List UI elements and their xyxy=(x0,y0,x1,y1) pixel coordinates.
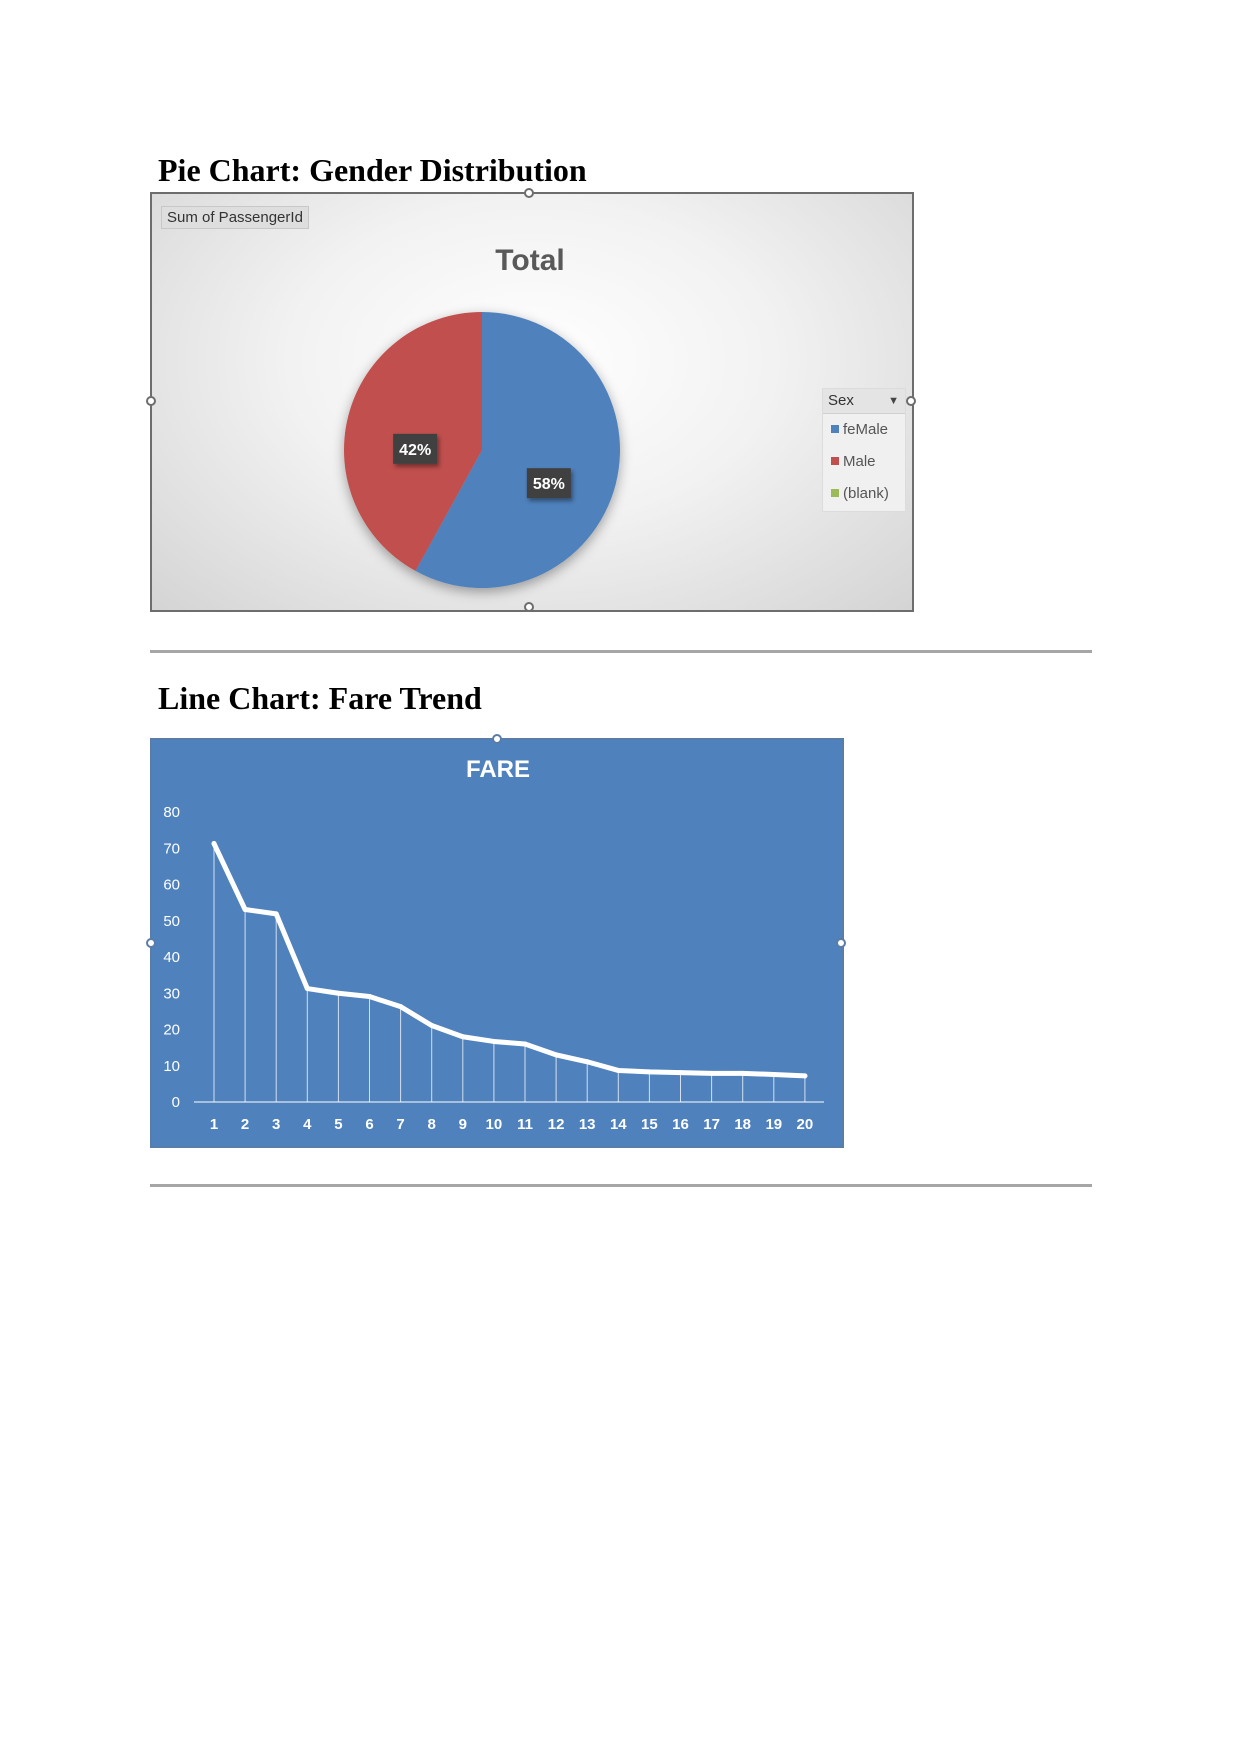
x-tick-label: 13 xyxy=(579,1116,596,1133)
resize-handle-bottom[interactable] xyxy=(524,602,534,612)
data-point xyxy=(522,1041,528,1047)
data-point xyxy=(367,994,372,1000)
x-tick-label: 1 xyxy=(210,1116,218,1133)
x-tick-label: 3 xyxy=(272,1116,280,1133)
x-tick-label: 12 xyxy=(548,1116,565,1133)
data-label-box xyxy=(393,433,438,464)
x-tick-label: 8 xyxy=(428,1116,436,1133)
pie-chart-title: Total xyxy=(495,244,564,277)
data-point xyxy=(740,1070,746,1076)
data-point xyxy=(429,1023,435,1029)
data-point xyxy=(242,907,248,913)
horizontal-rule xyxy=(150,650,1092,653)
resize-handle-top[interactable] xyxy=(524,188,534,198)
data-label-box xyxy=(526,468,571,499)
x-tick-label: 11 xyxy=(517,1116,533,1133)
resize-handle-right[interactable] xyxy=(906,396,916,406)
data-point xyxy=(584,1059,590,1065)
legend-label: feMale xyxy=(843,421,889,438)
data-point xyxy=(211,841,217,847)
data-point xyxy=(709,1070,715,1076)
x-tick-label: 14 xyxy=(610,1116,627,1133)
line-chart-heading: Line Chart: Fare Trend xyxy=(158,680,482,716)
data-label: 58% xyxy=(533,476,565,493)
x-tick-label: 6 xyxy=(365,1116,373,1133)
x-tick-label: 19 xyxy=(765,1116,782,1133)
data-point xyxy=(678,1070,683,1076)
pie-field-button[interactable]: Sum of PassengerId xyxy=(161,206,309,229)
pie-chart-svg: Total 58% 42% xyxy=(344,244,620,588)
legend-item: feMale xyxy=(823,414,905,446)
x-tick-label: 15 xyxy=(641,1116,658,1133)
legend-label: Male xyxy=(843,453,876,470)
line-chart-frame[interactable]: FARE 0 10 20 30 40 50 60 70 80 1 2 3 4 5 6 7 8 9 10 11 12 13… xyxy=(146,734,846,1148)
data-point xyxy=(460,1034,466,1040)
legend-item: Male xyxy=(823,446,905,478)
x-tick-label: 17 xyxy=(703,1116,720,1133)
data-point xyxy=(273,911,279,917)
horizontal-rule xyxy=(150,1184,1092,1187)
x-tick-label: 18 xyxy=(734,1116,751,1133)
legend-label: (blank) xyxy=(843,485,889,502)
pie-chart-heading: Pie Chart: Gender Distribution xyxy=(158,152,587,188)
line-chart-title: FARE xyxy=(466,756,530,783)
data-point xyxy=(802,1073,808,1079)
data-point xyxy=(491,1038,497,1044)
resize-handle-left[interactable] xyxy=(146,396,156,406)
resize-handle-top[interactable] xyxy=(492,734,502,744)
pie-chart-frame[interactable]: Sum of PassengerId Total 58% 42% Sex ▼ fe… xyxy=(146,188,916,612)
x-tick-label: 10 xyxy=(486,1116,503,1133)
x-tick-label: 7 xyxy=(396,1116,404,1133)
data-point xyxy=(398,1004,404,1010)
legend-header-label: Sex xyxy=(828,392,854,409)
pie-slice-female[interactable] xyxy=(415,312,620,588)
data-point xyxy=(335,990,341,996)
legend-filter-sex[interactable]: Sex ▼ xyxy=(823,389,905,414)
legend-swatch xyxy=(831,457,839,466)
data-label: 42% xyxy=(399,442,431,459)
y-tick-label: 10 xyxy=(163,1058,180,1075)
y-tick-label: 80 xyxy=(163,804,180,821)
y-tick-label: 0 xyxy=(172,1094,180,1111)
x-tick-label: 16 xyxy=(672,1116,689,1133)
data-point xyxy=(304,986,310,992)
dropdown-arrow-icon[interactable]: ▼ xyxy=(888,395,899,407)
y-tick-label: 60 xyxy=(163,877,180,894)
x-tick-label: 9 xyxy=(459,1116,467,1133)
y-tick-label: 20 xyxy=(163,1022,180,1039)
x-tick-label: 4 xyxy=(303,1116,312,1133)
legend-swatch xyxy=(831,425,839,434)
y-tick-label: 40 xyxy=(163,949,180,966)
x-tick-label: 2 xyxy=(241,1116,249,1133)
y-tick-label: 30 xyxy=(163,985,180,1002)
y-tick-label: 50 xyxy=(163,913,180,930)
data-point xyxy=(646,1069,652,1075)
resize-handle-right[interactable] xyxy=(836,938,846,948)
resize-handle-left[interactable] xyxy=(146,938,156,948)
pie-legend: Sex ▼ feMale Male (blank) xyxy=(822,388,906,512)
data-point xyxy=(615,1067,621,1073)
x-tick-label: 20 xyxy=(797,1116,814,1133)
data-point xyxy=(553,1052,559,1058)
y-tick-label: 70 xyxy=(163,840,180,857)
x-tick-label: 5 xyxy=(334,1116,342,1133)
data-point xyxy=(771,1071,777,1077)
fare-series-line[interactable] xyxy=(211,841,808,1079)
legend-swatch xyxy=(831,489,839,498)
legend-item: (blank) xyxy=(823,478,905,510)
